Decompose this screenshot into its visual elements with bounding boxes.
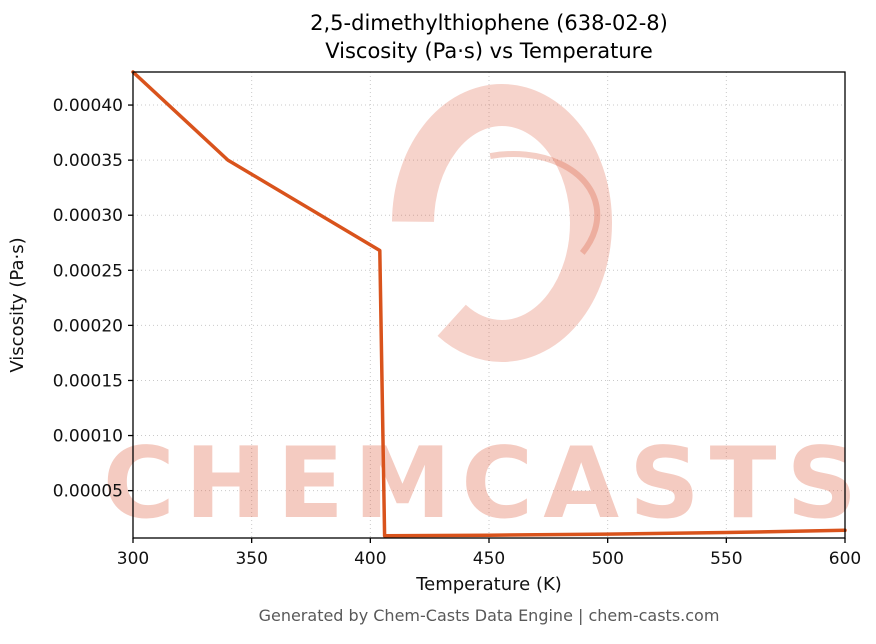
y-axis-label: Viscosity (Pa·s) xyxy=(7,237,28,372)
x-tick-label: 400 xyxy=(354,549,386,569)
axes: 300 350 400 450 500 550 600 0.00005 0.00010 0.000… xyxy=(53,71,861,569)
y-tick-label: 0.00030 xyxy=(53,206,123,226)
viscosity-line xyxy=(131,70,847,538)
x-tick-label: 550 xyxy=(710,549,742,569)
watermark-text: CHEMCASTS xyxy=(103,427,867,541)
x-tick-label: 350 xyxy=(235,549,267,569)
footer-credit: Generated by Chem-Casts Data Engine | ch… xyxy=(258,606,720,625)
x-axis-label: Temperature (K) xyxy=(415,574,562,595)
chart-title-line2: Viscosity (Pa·s) vs Temperature xyxy=(325,39,653,64)
x-tick-label: 500 xyxy=(591,549,623,569)
watermark: CHEMCASTS xyxy=(103,84,867,541)
y-tick-label: 0.00040 xyxy=(53,96,123,116)
series-layer xyxy=(131,70,847,538)
y-tick-label: 0.00035 xyxy=(53,151,123,171)
watermark-logo-icon xyxy=(392,84,612,362)
y-tick-label: 0.00010 xyxy=(53,427,123,447)
y-tick-label: 0.00015 xyxy=(53,371,123,391)
y-tick-label: 0.00025 xyxy=(53,261,123,281)
x-tick-label: 600 xyxy=(829,549,861,569)
x-tick-label: 450 xyxy=(473,549,505,569)
y-tick-label: 0.00020 xyxy=(53,316,123,336)
watermark-logo-swirl-icon xyxy=(403,150,601,296)
x-tick-label: 300 xyxy=(117,549,149,569)
chart-title-line1: 2,5-dimethylthiophene (638-02-8) xyxy=(310,11,668,35)
y-tick-label: 0.00005 xyxy=(53,482,123,502)
chart-title: 2,5-dimethylthiophene (638-02-8) Viscosi… xyxy=(102,9,876,66)
